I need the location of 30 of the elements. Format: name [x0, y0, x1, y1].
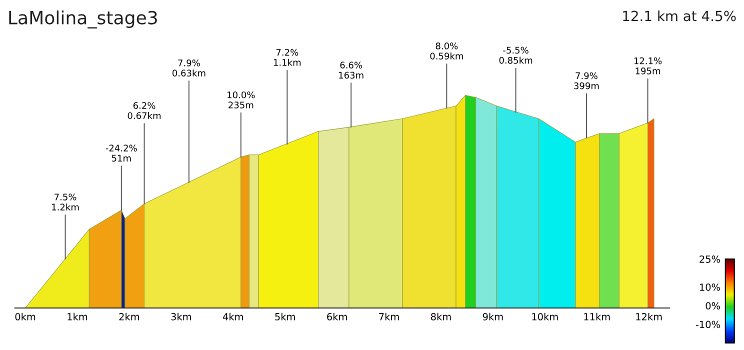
x-tick-label: 6km [327, 312, 347, 320]
chart-title: LaMolina_stage3 [9, 10, 157, 28]
annotation: -24.2% 51m [106, 144, 137, 162]
x-tick-label: 4km [222, 312, 243, 320]
annotation: 8.0% 0.59km [430, 42, 463, 60]
x-tick-label: 7km [379, 312, 399, 320]
x-tick-label: 2km [119, 312, 140, 320]
color-bar-label: 10% [700, 283, 720, 291]
annotation: 12.1% 195m [634, 57, 662, 74]
color-bar-label: 0% [706, 302, 720, 310]
annotation: 6.6% 163m [339, 62, 364, 79]
annotation: 7.2% 1.1km [274, 48, 301, 66]
x-tick-label: 9km [482, 312, 503, 320]
x-tick-label: 5km [275, 312, 295, 320]
annotation: -5.5% 0.85km [499, 46, 532, 64]
annotation: 10.0% 235m [228, 91, 255, 108]
annotation: 7.5% 1.2km [52, 194, 79, 210]
x-tick-label: 12km [636, 312, 662, 320]
x-tick-label: 11km [584, 312, 610, 320]
x-tick-label: 3km [171, 312, 191, 320]
chart-subtitle: 12.1 km at 4.5% [623, 10, 736, 22]
x-tick-label: 8km [430, 312, 451, 320]
x-tick-label: 10km [532, 312, 558, 320]
color-bar-label: -10% [696, 320, 720, 328]
x-tick-label: 1km [68, 312, 88, 320]
annotation: 7.9% 0.63km [172, 60, 206, 76]
color-bar-label: 25% [700, 255, 720, 263]
annotation: 7.9% 399m [574, 72, 599, 90]
x-tick-label: 0km [15, 312, 36, 320]
annotation: 6.2% 0.67km [128, 102, 161, 120]
